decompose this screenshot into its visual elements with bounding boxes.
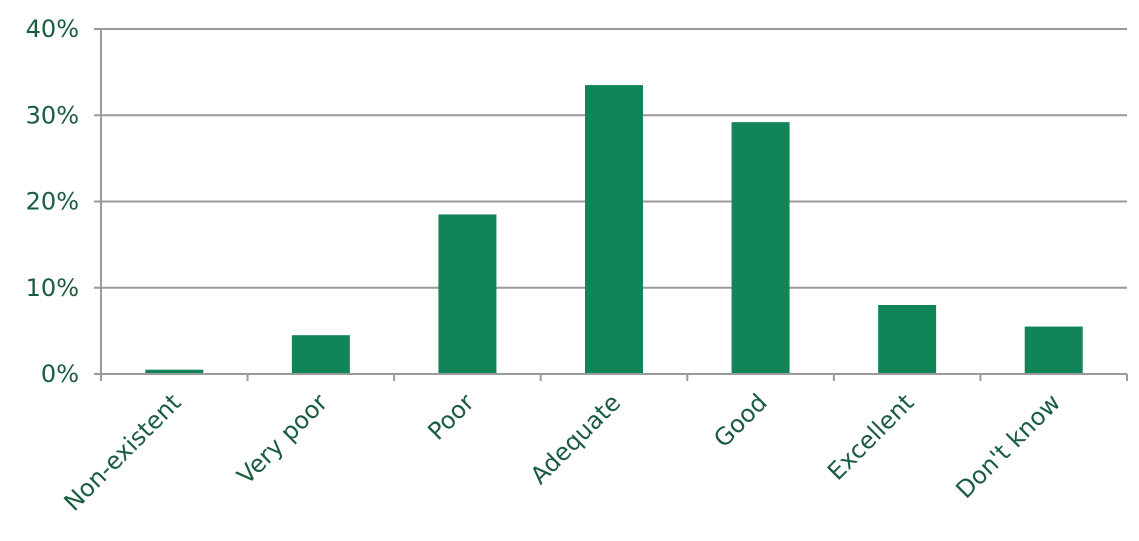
bar-don-t-know (1024, 326, 1083, 374)
bar-excellent (878, 305, 937, 374)
axes (94, 28, 1128, 381)
bars (145, 85, 1083, 375)
x-tick-label: Non-existent (59, 388, 187, 516)
x-tick-label: Excellent (822, 388, 919, 485)
bar-adequate (585, 85, 643, 374)
y-tick-label: 10% (26, 274, 79, 302)
bar-poor (438, 214, 497, 374)
x-tick-label: Very poor (232, 388, 334, 490)
y-tick-label: 20% (26, 188, 79, 216)
x-tick-label: Don't know (950, 388, 1066, 504)
x-tick-label: Good (708, 388, 772, 452)
x-tick-label: Poor (422, 388, 479, 445)
bar-good (731, 122, 790, 375)
labels: 0% 10% 20% 30% 40% Non-existent Very poor Poor A… (26, 15, 1066, 516)
y-tick-label: 30% (26, 101, 79, 129)
bar-very-poor (291, 335, 350, 374)
x-tick-label: Adequate (525, 388, 626, 489)
bar-non-existent (145, 369, 204, 374)
y-tick-label: 0% (41, 360, 79, 388)
y-tick-label: 40% (26, 15, 79, 43)
